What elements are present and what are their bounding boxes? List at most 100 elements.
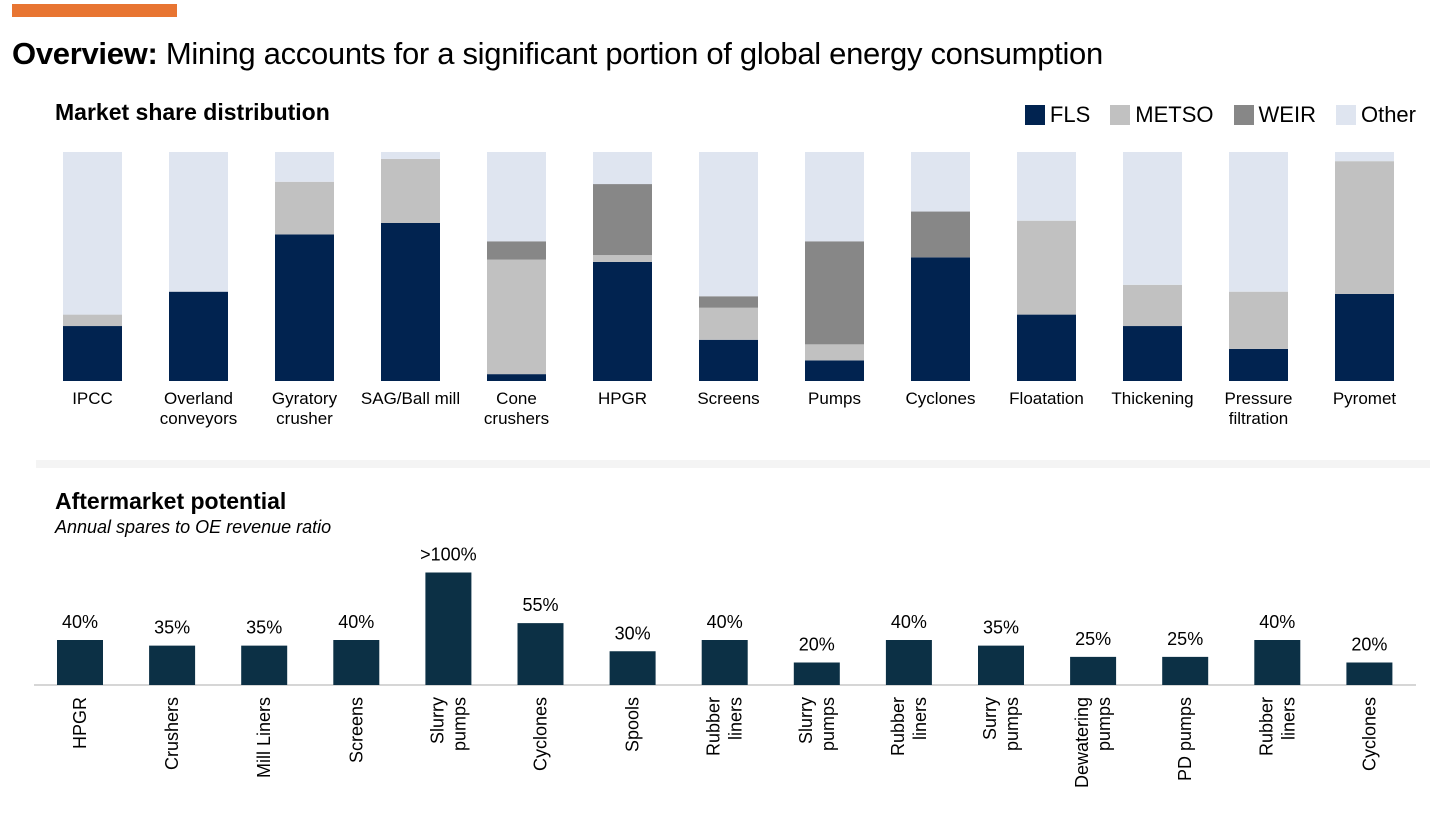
legend-label-fls: FLS (1049, 102, 1091, 127)
legend-swatch-other (1335, 105, 1356, 125)
aftermarket-data-label-6: 55% (522, 595, 558, 615)
aftermarket-data-label-9: 20% (799, 635, 835, 655)
aftermarket-bar-13 (1162, 656, 1209, 685)
bar-metso-cone-crushers (487, 259, 546, 375)
bar-metso-pyromet (1335, 161, 1394, 294)
bar-fls-pyromet (1335, 293, 1394, 381)
aftermarket-data-label-3: 35% (246, 618, 282, 638)
aftermarket-tick-label-1: HPGR (70, 697, 90, 749)
bar-metso-hpgr (593, 255, 652, 262)
bar-other-hpgr (593, 152, 652, 185)
bar-other-cone-crushers (487, 152, 546, 242)
aftermarket-tick-label-5: Slurry pumps (427, 697, 469, 751)
legend-swatch-metso (1110, 105, 1131, 125)
bar-weir-screens (699, 296, 758, 308)
aftermarket-tick-label-12: Dewatering pumps (1072, 697, 1114, 788)
legend-swatch-weir (1233, 105, 1254, 125)
aftermarket-data-label-2: 35% (154, 618, 190, 638)
aftermarket-tick-label-13: PD pumps (1175, 697, 1195, 781)
x-tick-label-pumps: Pumps (808, 389, 861, 408)
bar-fls-ipcc (63, 326, 122, 381)
x-tick-label-floatation: Floatation (1009, 389, 1084, 408)
bar-weir-hpgr (593, 184, 652, 256)
bar-other-ipcc (63, 152, 122, 315)
aftermarket-data-label-4: 40% (338, 612, 374, 632)
x-tick-label-pressure-filtration: Pressure filtration (1224, 389, 1292, 428)
bar-fls-pressure-filtration (1229, 348, 1288, 381)
aftermarket-data-label-11: 35% (983, 618, 1019, 638)
bar-other-sag-ball-mill (381, 152, 440, 159)
aftermarket-bar-14 (1254, 640, 1301, 685)
market-share-legend: FLS METSO WEIR Other (1005, 102, 1416, 128)
aftermarket-bar-9 (793, 662, 840, 685)
bar-metso-gyratory-crusher (275, 181, 334, 235)
aftermarket-tick-label-7: Spools (623, 697, 643, 752)
x-tick-label-screens: Screens (697, 389, 759, 408)
bar-metso-thickening (1123, 284, 1182, 327)
market-share-title: Market share distribution (55, 99, 330, 125)
bar-fls-floatation (1017, 314, 1076, 381)
legend-label-metso: METSO (1135, 102, 1214, 127)
x-tick-label-gyratory-crusher: Gyratory crusher (272, 389, 338, 428)
aftermarket-data-label-14: 40% (1259, 612, 1295, 632)
aftermarket-bar-15 (1346, 662, 1393, 685)
aftermarket-bar-4 (333, 640, 380, 685)
x-tick-label-ipcc: IPCC (72, 389, 113, 408)
section-divider (36, 460, 1430, 468)
aftermarket-tick-label-3: Mill Liners (254, 697, 274, 778)
accent-bar (12, 4, 177, 17)
aftermarket-tick-label-8: Rubber liners (704, 697, 746, 756)
aftermarket-data-label-1: 40% (62, 612, 98, 632)
aftermarket-data-label-12: 25% (1075, 629, 1111, 649)
aftermarket-bar-8 (701, 640, 748, 685)
legend-item-weir: WEIR (1233, 102, 1316, 128)
x-tick-label-hpgr: HPGR (598, 389, 647, 408)
x-tick-label-overland-conveyors: Overland conveyors (160, 389, 237, 428)
legend-label-weir: WEIR (1258, 102, 1316, 127)
bar-fls-gyratory-crusher (275, 234, 334, 381)
aftermarket-bar-11 (978, 645, 1024, 685)
bar-other-thickening (1123, 152, 1182, 285)
x-tick-label-cyclones: Cyclones (906, 389, 976, 408)
aftermarket-data-label-5: >100% (420, 545, 477, 565)
bar-other-screens (699, 152, 758, 297)
aftermarket-data-label-13: 25% (1167, 629, 1203, 649)
legend-label-other: Other (1360, 102, 1416, 127)
x-tick-label-pyromet: Pyromet (1333, 389, 1397, 408)
bar-other-pumps (805, 152, 864, 242)
aftermarket-tick-label-14: Rubber liners (1256, 697, 1298, 756)
aftermarket-data-label-7: 30% (615, 623, 651, 643)
aftermarket-data-label-10: 40% (891, 612, 927, 632)
aftermarket-tick-label-10: Rubber liners (888, 697, 930, 756)
aftermarket-tick-label-9: Slurry pumps (796, 697, 838, 751)
bar-other-overland-conveyors (169, 152, 228, 292)
bar-other-floatation (1017, 152, 1076, 221)
aftermarket-subtitle: Annual spares to OE revenue ratio (55, 517, 332, 537)
aftermarket-bar-10 (885, 640, 932, 685)
bar-fls-overland-conveyors (169, 291, 228, 381)
aftermarket-tick-label-11: Surry pumps (980, 697, 1022, 751)
legend-item-other: Other (1335, 102, 1416, 128)
bar-other-cyclones (911, 152, 970, 212)
aftermarket-bar-6 (517, 623, 564, 685)
legend-swatch-fls (1024, 105, 1045, 125)
aftermarket-bar-3 (241, 645, 288, 685)
bar-other-pyromet (1335, 152, 1394, 162)
bar-fls-cyclones (911, 257, 970, 381)
bar-metso-floatation (1017, 220, 1076, 315)
legend-item-metso: METSO (1110, 102, 1214, 128)
bar-fls-pumps (805, 360, 864, 381)
bar-fls-screens (699, 339, 758, 381)
aftermarket-tick-label-15: Cyclones (1359, 697, 1379, 771)
aftermarket-bar-12 (1070, 656, 1117, 685)
bar-fls-sag-ball-mill (381, 222, 440, 381)
page-title-rest: Mining accounts for a significant portio… (157, 36, 1103, 71)
bar-metso-pumps (805, 344, 864, 361)
aftermarket-tick-label-6: Cyclones (531, 697, 551, 771)
aftermarket-data-label-15: 20% (1351, 635, 1387, 655)
bar-other-pressure-filtration (1229, 152, 1288, 292)
bar-metso-sag-ball-mill (381, 158, 440, 223)
aftermarket-bar-1 (57, 640, 103, 685)
bar-metso-ipcc (63, 314, 122, 327)
